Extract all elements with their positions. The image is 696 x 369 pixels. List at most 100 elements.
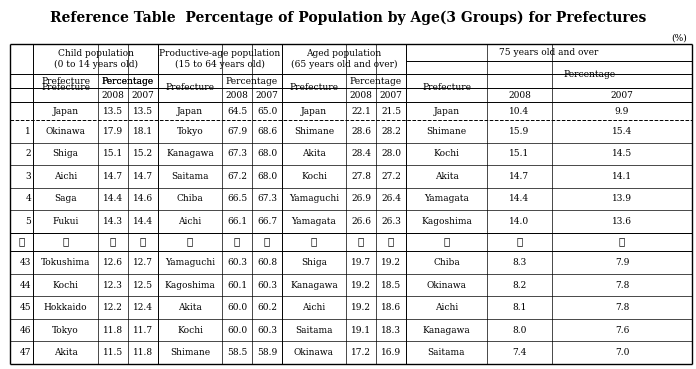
Text: 45: 45 bbox=[19, 303, 31, 312]
Text: ⋮: ⋮ bbox=[140, 238, 146, 246]
Text: Japan: Japan bbox=[177, 107, 203, 115]
Text: 7.8: 7.8 bbox=[615, 303, 629, 312]
Text: 22.1: 22.1 bbox=[351, 107, 371, 115]
Text: 10.4: 10.4 bbox=[509, 107, 530, 115]
Text: 68.0: 68.0 bbox=[257, 149, 277, 158]
Text: 7.4: 7.4 bbox=[512, 348, 527, 357]
Text: 18.6: 18.6 bbox=[381, 303, 401, 312]
Text: Saitama: Saitama bbox=[295, 326, 333, 335]
Text: 2007: 2007 bbox=[379, 90, 402, 100]
Text: 12.4: 12.4 bbox=[133, 303, 153, 312]
Text: 58.9: 58.9 bbox=[257, 348, 277, 357]
Text: 16.9: 16.9 bbox=[381, 348, 401, 357]
Text: Kanagawa: Kanagawa bbox=[166, 149, 214, 158]
Text: Shimane: Shimane bbox=[427, 127, 466, 136]
Text: 14.7: 14.7 bbox=[103, 172, 123, 181]
Text: 1: 1 bbox=[25, 127, 31, 136]
Text: 66.1: 66.1 bbox=[227, 217, 247, 226]
Text: 19.2: 19.2 bbox=[351, 303, 371, 312]
Text: ⋮: ⋮ bbox=[388, 238, 394, 246]
Text: 14.5: 14.5 bbox=[612, 149, 632, 158]
Text: 21.5: 21.5 bbox=[381, 107, 401, 115]
Text: 28.6: 28.6 bbox=[351, 127, 371, 136]
Text: 7.9: 7.9 bbox=[615, 258, 629, 267]
Text: 4: 4 bbox=[25, 194, 31, 203]
Text: 2008: 2008 bbox=[349, 90, 372, 100]
Text: Prefecture: Prefecture bbox=[422, 83, 471, 93]
Text: Yamagata: Yamagata bbox=[424, 194, 469, 203]
Text: Kochi: Kochi bbox=[177, 326, 203, 335]
Text: Okinawa: Okinawa bbox=[427, 281, 466, 290]
Text: 60.0: 60.0 bbox=[227, 303, 247, 312]
Text: 60.3: 60.3 bbox=[227, 258, 247, 267]
Text: 26.6: 26.6 bbox=[351, 217, 371, 226]
Text: Kanagawa: Kanagawa bbox=[290, 281, 338, 290]
Text: Percentage: Percentage bbox=[102, 76, 154, 86]
Text: Hokkaido: Hokkaido bbox=[44, 303, 87, 312]
Text: 14.4: 14.4 bbox=[509, 194, 530, 203]
Text: 13.5: 13.5 bbox=[103, 107, 123, 115]
Text: Japan: Japan bbox=[52, 107, 79, 115]
Text: Prefecture: Prefecture bbox=[41, 83, 90, 93]
Text: 60.2: 60.2 bbox=[257, 303, 277, 312]
Text: Chiba: Chiba bbox=[433, 258, 460, 267]
Text: 19.7: 19.7 bbox=[351, 258, 371, 267]
Text: Chiba: Chiba bbox=[177, 194, 203, 203]
Text: Fukui: Fukui bbox=[52, 217, 79, 226]
Text: Aichi: Aichi bbox=[302, 303, 326, 312]
Text: Yamaguchi: Yamaguchi bbox=[165, 258, 215, 267]
Text: Aged population
(65 years old and over): Aged population (65 years old and over) bbox=[291, 49, 397, 69]
Text: 13.9: 13.9 bbox=[612, 194, 632, 203]
Text: 2007: 2007 bbox=[610, 90, 633, 100]
Text: 14.1: 14.1 bbox=[612, 172, 632, 181]
Text: Kanagawa: Kanagawa bbox=[422, 326, 470, 335]
Text: 18.3: 18.3 bbox=[381, 326, 401, 335]
Text: 65.0: 65.0 bbox=[257, 107, 277, 115]
Text: (%): (%) bbox=[671, 34, 687, 42]
Text: 14.7: 14.7 bbox=[509, 172, 530, 181]
Text: 19.2: 19.2 bbox=[381, 258, 401, 267]
Text: Kochi: Kochi bbox=[434, 149, 459, 158]
Text: 60.3: 60.3 bbox=[257, 281, 277, 290]
Text: Aichi: Aichi bbox=[435, 303, 458, 312]
Text: ⋮: ⋮ bbox=[264, 238, 270, 246]
Text: 7.6: 7.6 bbox=[615, 326, 629, 335]
Text: 18.1: 18.1 bbox=[133, 127, 153, 136]
Text: Akita: Akita bbox=[54, 348, 77, 357]
Text: ⋮: ⋮ bbox=[63, 238, 69, 246]
Text: 15.9: 15.9 bbox=[509, 127, 530, 136]
Text: 14.4: 14.4 bbox=[103, 194, 123, 203]
Text: 12.6: 12.6 bbox=[103, 258, 123, 267]
Text: 67.3: 67.3 bbox=[257, 194, 277, 203]
Text: 8.0: 8.0 bbox=[512, 326, 527, 335]
Text: 26.4: 26.4 bbox=[381, 194, 401, 203]
Text: 15.2: 15.2 bbox=[133, 149, 153, 158]
Text: 3: 3 bbox=[25, 172, 31, 181]
Text: Kochi: Kochi bbox=[301, 172, 327, 181]
Text: 13.6: 13.6 bbox=[612, 217, 632, 226]
Text: 14.0: 14.0 bbox=[509, 217, 530, 226]
Text: 17.9: 17.9 bbox=[103, 127, 123, 136]
Text: 14.7: 14.7 bbox=[133, 172, 153, 181]
Text: 9.9: 9.9 bbox=[615, 107, 629, 115]
Text: 8.3: 8.3 bbox=[512, 258, 527, 267]
Text: 14.6: 14.6 bbox=[133, 194, 153, 203]
Text: 14.4: 14.4 bbox=[133, 217, 153, 226]
Text: Prefecture: Prefecture bbox=[166, 83, 214, 93]
Text: Aichi: Aichi bbox=[178, 217, 202, 226]
Text: Saitama: Saitama bbox=[428, 348, 465, 357]
Text: 15.1: 15.1 bbox=[509, 149, 530, 158]
Text: Productive-age population
(15 to 64 years old): Productive-age population (15 to 64 year… bbox=[159, 49, 280, 69]
Text: 13.5: 13.5 bbox=[133, 107, 153, 115]
Text: 66.5: 66.5 bbox=[227, 194, 247, 203]
Text: ⋮: ⋮ bbox=[619, 238, 625, 246]
Text: Percentage: Percentage bbox=[102, 76, 154, 86]
Text: 7.8: 7.8 bbox=[615, 281, 629, 290]
Text: Prefecture: Prefecture bbox=[290, 83, 338, 93]
Text: Percentage: Percentage bbox=[226, 76, 278, 86]
Text: 26.3: 26.3 bbox=[381, 217, 401, 226]
Text: 28.0: 28.0 bbox=[381, 149, 401, 158]
Text: 64.5: 64.5 bbox=[227, 107, 247, 115]
Text: 8.1: 8.1 bbox=[512, 303, 527, 312]
Text: 2008: 2008 bbox=[102, 90, 125, 100]
